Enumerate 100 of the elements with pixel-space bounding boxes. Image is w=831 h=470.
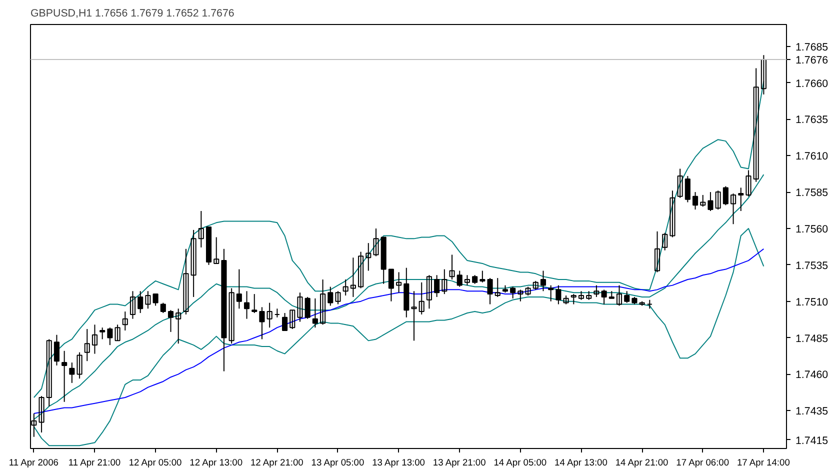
- candlestick: [54, 334, 60, 366]
- x-tick-label: 12 Apr 21:00: [250, 458, 304, 468]
- candlestick: [282, 312, 288, 331]
- candlestick: [84, 328, 90, 362]
- candlestick: [138, 290, 144, 314]
- x-tick-label: 13 Apr 05:00: [311, 458, 364, 468]
- candlestick: [274, 308, 280, 318]
- candlestick: [684, 176, 690, 203]
- x-tick-label: 12 Apr 13:00: [190, 458, 243, 468]
- candlestick: [388, 268, 394, 302]
- candlestick: [677, 168, 683, 198]
- x-tick-label: 14 Apr 21:00: [615, 458, 668, 468]
- candlestick: [738, 187, 744, 212]
- candlestick: [480, 270, 486, 283]
- candlestick: [373, 228, 379, 257]
- candlestick: [335, 290, 341, 305]
- candlestick: [464, 274, 470, 286]
- candlestick: [722, 186, 728, 206]
- candlestick: [594, 284, 600, 298]
- y-tick-label: 1.7585: [796, 187, 828, 200]
- candlestick: [114, 324, 120, 342]
- x-tick-label: 17 Apr 14:00: [736, 458, 790, 468]
- x-tick-label: 11 Apr 21:00: [68, 458, 121, 468]
- candlestick: [168, 310, 174, 332]
- candlestick: [510, 286, 516, 299]
- candlestick: [570, 294, 576, 305]
- ref-line-label: 1.7676: [796, 54, 828, 66]
- candlestick: [730, 193, 736, 225]
- candlestick: [92, 324, 98, 354]
- candlestick: [252, 294, 258, 314]
- candlestick: [190, 229, 196, 298]
- candlestick: [236, 268, 242, 310]
- candlestick: [38, 396, 44, 433]
- candlestick: [228, 288, 234, 344]
- candlestick: [176, 308, 182, 344]
- y-tick-label: 1.7635: [796, 114, 828, 126]
- candlestick: [214, 236, 220, 264]
- candlestick: [494, 278, 500, 298]
- candlestick: [418, 282, 424, 315]
- candlestick: [616, 284, 622, 306]
- candlestick: [601, 289, 607, 305]
- y-tick-label: 1.7660: [796, 78, 828, 90]
- candlestick: [366, 242, 372, 272]
- candlestick: [130, 290, 136, 320]
- chart-title: GBPUSD,H1 1.7656 1.7679 1.7652 1.7676: [30, 8, 234, 20]
- candlestick: [426, 274, 432, 310]
- candlestick: [518, 289, 524, 302]
- candlestick: [556, 284, 562, 305]
- candlestick: [328, 286, 334, 306]
- candlestick: [46, 338, 52, 407]
- x-tick-label: 14 Apr 05:00: [494, 458, 547, 468]
- candlestick: [100, 327, 106, 340]
- candlestick: [442, 268, 448, 295]
- candlestick: [69, 362, 75, 384]
- candlestick: [107, 327, 113, 346]
- candlestick: [662, 232, 668, 251]
- candlestick: [320, 278, 326, 326]
- candlestick: [670, 190, 676, 238]
- candlestick: [548, 284, 554, 302]
- y-tick-label: 1.7535: [796, 260, 828, 272]
- candlestick: [700, 194, 706, 208]
- x-tick-label: 17 Apr 06:00: [676, 458, 730, 468]
- candlestick: [487, 278, 493, 305]
- candlestick: [753, 68, 759, 182]
- candlestick: [350, 257, 356, 298]
- y-tick-label: 1.7560: [796, 223, 828, 236]
- line-series: [33, 248, 764, 414]
- x-tick-label: 12 Apr 05:00: [128, 458, 182, 468]
- candlestick: [290, 310, 296, 330]
- candlestick: [692, 192, 698, 210]
- candlestick: [76, 352, 82, 380]
- candlestick: [434, 274, 440, 298]
- candlestick: [540, 270, 546, 292]
- candlestick: [297, 292, 303, 322]
- candlestick: [342, 278, 348, 296]
- candlestick: [145, 290, 151, 310]
- candlestick: [760, 54, 766, 95]
- candlestick: [456, 270, 462, 288]
- y-tick-label: 1.7485: [796, 332, 828, 345]
- candlestick: [183, 248, 189, 315]
- candlestick: [449, 254, 455, 280]
- y-tick-label: 1.7510: [796, 296, 828, 308]
- candlestick: [160, 302, 166, 314]
- candlestick: [411, 290, 417, 342]
- candlestick: [304, 296, 310, 320]
- y-tick-label: 1.7610: [796, 150, 828, 163]
- candlestick: [122, 311, 128, 331]
- candlestick: [746, 170, 752, 197]
- candlestick: [62, 350, 68, 402]
- candlestick: [358, 251, 364, 289]
- candlestick: [654, 230, 660, 273]
- candlestick: [708, 192, 714, 212]
- x-tick-label: 13 Apr 21:00: [432, 458, 486, 468]
- x-tick-label: 11 Apr 2006: [8, 458, 58, 468]
- y-tick-label: 1.7460: [796, 369, 828, 382]
- candlestick: [266, 302, 272, 328]
- y-tick-label: 1.7435: [796, 406, 828, 418]
- x-tick-label: 13 Apr 13:00: [372, 458, 426, 468]
- candlestick: [312, 298, 318, 328]
- candlestick: [715, 190, 721, 210]
